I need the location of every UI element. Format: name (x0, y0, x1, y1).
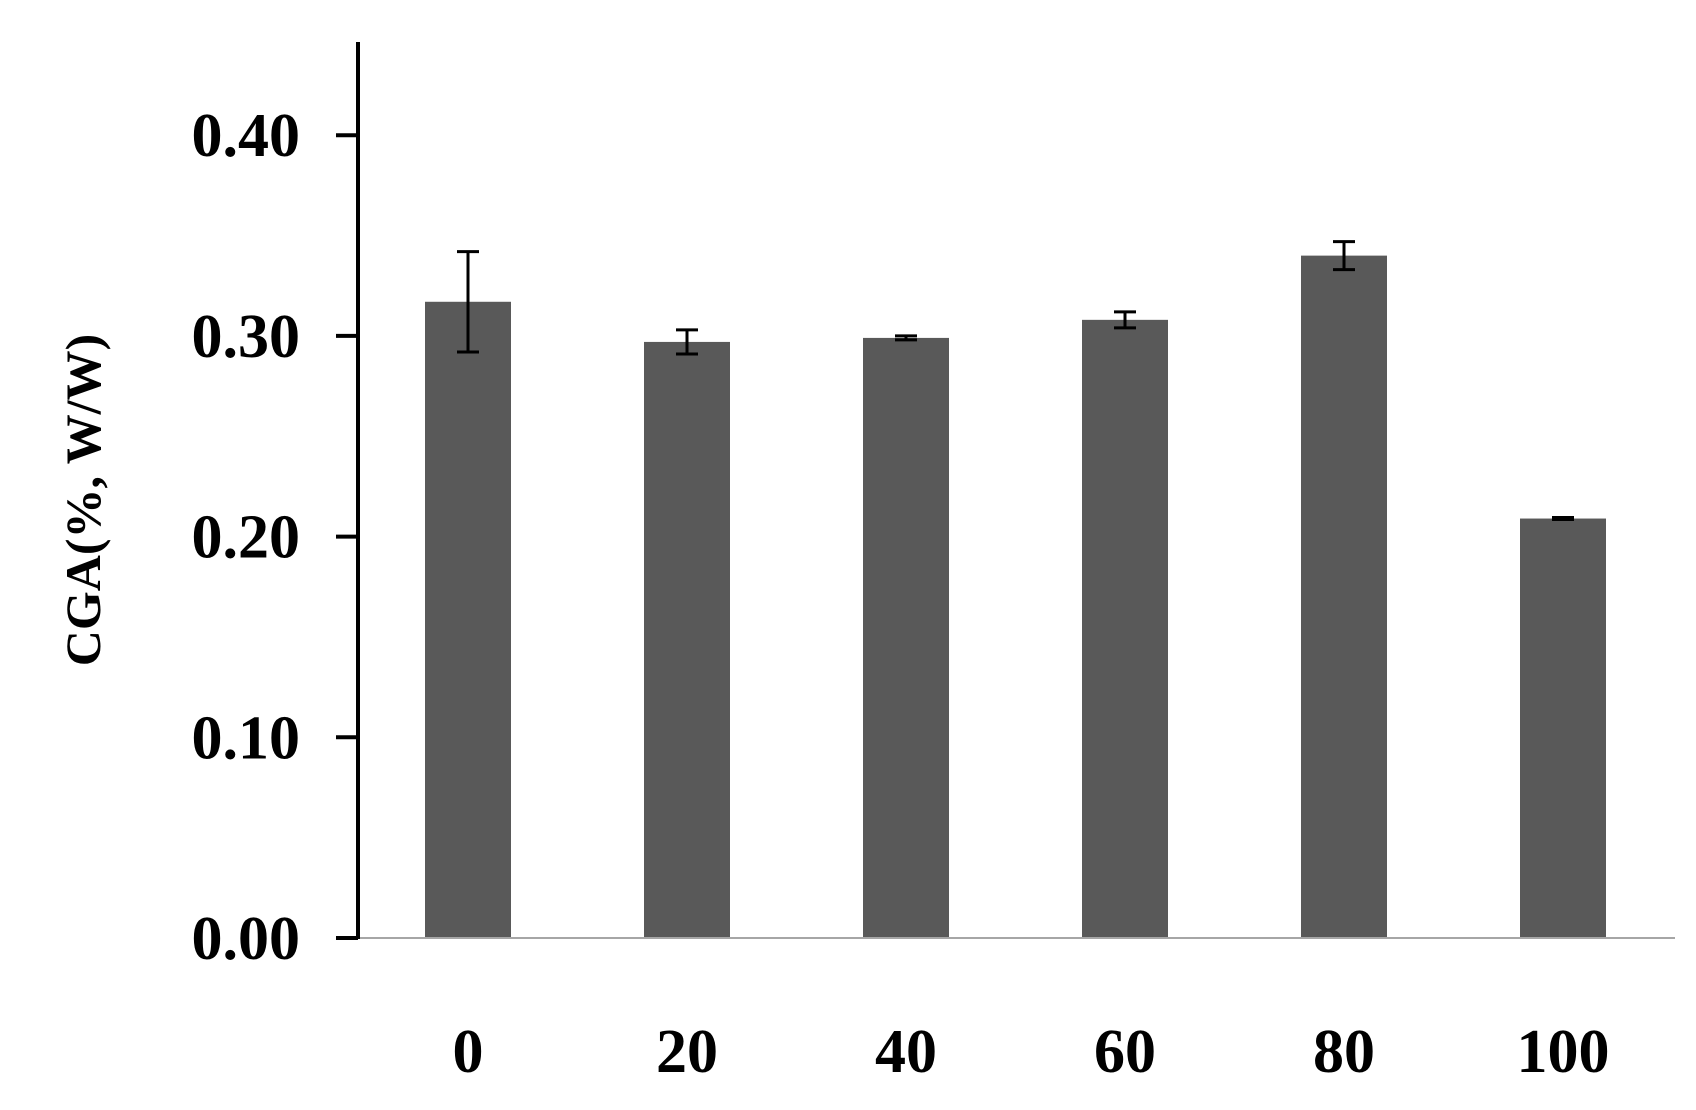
y-tick-label: 0.20 (192, 504, 301, 572)
error-bar (676, 328, 698, 356)
y-ticks-layer: 0.00 0.10 0.20 0.30 0.40 (192, 102, 358, 973)
x-ticks-layer: 0 20 40 60 80 100 (453, 1018, 1610, 1086)
error-bar (1333, 240, 1355, 272)
error-bar (895, 334, 917, 342)
x-tick-label: 40 (875, 1018, 937, 1086)
x-tick-label: 0 (453, 1018, 484, 1086)
bar (425, 301, 511, 938)
y-axis-title: CGA(%, W/W) (55, 334, 111, 666)
x-tick-label: 100 (1517, 1018, 1610, 1086)
bar (1082, 319, 1168, 938)
y-tick-label: 0.00 (192, 905, 301, 973)
y-tick-label: 0.40 (192, 102, 301, 170)
x-tick-label: 60 (1094, 1018, 1156, 1086)
bar (1301, 255, 1387, 938)
x-tick-label: 20 (656, 1018, 718, 1086)
bar (1520, 518, 1606, 938)
x-tick-label: 80 (1313, 1018, 1375, 1086)
error-bar (1552, 516, 1574, 522)
y-tick-label: 0.10 (192, 704, 301, 772)
y-tick-label: 0.30 (192, 303, 301, 371)
bars-layer (425, 255, 1606, 939)
error-bar (457, 250, 479, 354)
bar (863, 337, 949, 939)
bar (644, 341, 730, 938)
error-bar (1114, 310, 1136, 330)
error-bars-layer (457, 240, 1574, 522)
